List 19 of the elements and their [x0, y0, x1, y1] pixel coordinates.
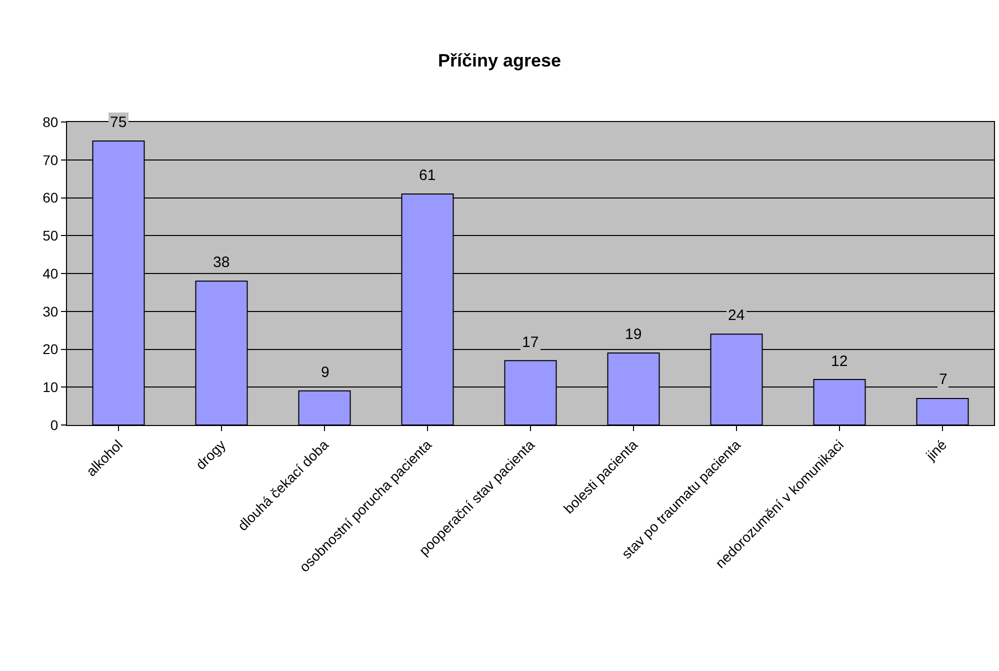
- y-tick-label: 20: [42, 341, 58, 358]
- chart-title: Příčiny agrese: [438, 50, 562, 70]
- y-tick-label: 50: [42, 228, 58, 244]
- y-tick-label: 80: [42, 114, 58, 130]
- data-label: 38: [213, 254, 230, 271]
- y-tick-label: 60: [42, 190, 58, 206]
- data-label: 7: [939, 371, 948, 388]
- data-label: 75: [110, 114, 127, 131]
- data-label: 9: [321, 364, 330, 381]
- y-tick-label: 40: [42, 265, 58, 282]
- y-tick-label: 70: [42, 152, 58, 168]
- data-label: 17: [522, 334, 539, 351]
- data-label: 24: [728, 307, 745, 324]
- data-label: 61: [419, 167, 436, 184]
- y-tick-label: 30: [42, 303, 58, 320]
- y-tick-label: 0: [50, 416, 58, 433]
- data-label: 19: [625, 326, 642, 343]
- y-tick-label: 10: [42, 379, 58, 396]
- data-label: 12: [831, 353, 848, 370]
